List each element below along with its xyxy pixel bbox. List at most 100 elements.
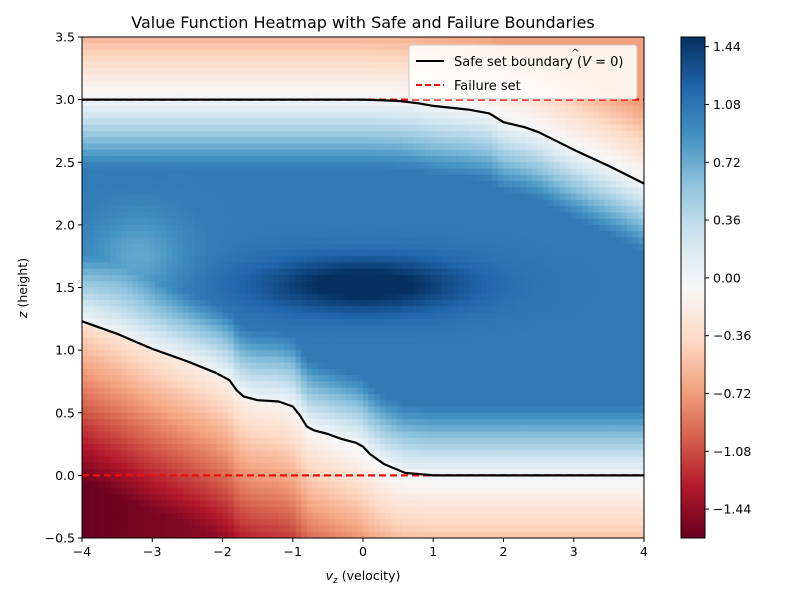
- heatmap-cell: [166, 300, 173, 307]
- heatmap-cell: [396, 312, 403, 320]
- heatmap-cell: [177, 387, 184, 395]
- heatmap-cell: [334, 337, 342, 345]
- heatmap-cell: [132, 387, 139, 395]
- heatmap-cell: [211, 293, 218, 301]
- heatmap-cell: [329, 362, 336, 370]
- heatmap-cell: [396, 293, 403, 301]
- heatmap-cell: [413, 237, 420, 245]
- heatmap-cell: [402, 130, 409, 138]
- heatmap-cell: [200, 456, 207, 464]
- heatmap-cell: [228, 62, 235, 69]
- heatmap-cell: [334, 400, 342, 408]
- heatmap-cell: [419, 274, 426, 282]
- heatmap-cell: [143, 256, 151, 264]
- heatmap-cell: [329, 87, 336, 94]
- heatmap-cell: [340, 300, 347, 307]
- heatmap-cell: [267, 55, 274, 63]
- heatmap-cell: [228, 456, 235, 464]
- heatmap-cell: [98, 74, 106, 82]
- heatmap-cell: [407, 293, 415, 301]
- heatmap-cell: [261, 494, 269, 502]
- heatmap-cell: [166, 356, 173, 364]
- heatmap-cell: [160, 193, 167, 201]
- heatmap-cell: [138, 337, 145, 345]
- heatmap-cell: [261, 137, 269, 145]
- heatmap-cell: [194, 293, 201, 301]
- heatmap-cell: [233, 375, 240, 383]
- heatmap-cell: [385, 162, 392, 170]
- heatmap-cell: [126, 368, 134, 376]
- heatmap-cell: [368, 512, 375, 520]
- heatmap-cell: [334, 331, 342, 339]
- heatmap-cell: [256, 118, 263, 126]
- heatmap-cell: [115, 218, 122, 226]
- heatmap-cell: [216, 43, 224, 51]
- heatmap-cell: [396, 55, 403, 63]
- heatmap-cell: [278, 231, 285, 238]
- heatmap-cell: [132, 412, 139, 420]
- heatmap-cell: [188, 456, 195, 464]
- heatmap-cell: [323, 49, 330, 57]
- heatmap-cell: [183, 124, 190, 132]
- heatmap-cell: [200, 68, 207, 76]
- heatmap-cell: [261, 400, 269, 408]
- heatmap-cell: [340, 450, 347, 458]
- heatmap-cell: [329, 118, 336, 126]
- heatmap-cell: [391, 49, 398, 57]
- heatmap-cell: [312, 281, 319, 289]
- heatmap-cell: [407, 231, 415, 238]
- heatmap-cell: [284, 494, 291, 502]
- heatmap-cell: [368, 506, 375, 514]
- heatmap-cell: [138, 437, 145, 445]
- heatmap-cell: [171, 243, 179, 251]
- heatmap-cell: [363, 300, 370, 307]
- heatmap-cell: [329, 224, 336, 232]
- heatmap-cell: [194, 118, 201, 126]
- heatmap-cell: [244, 431, 252, 439]
- heatmap-cell: [312, 93, 319, 101]
- heatmap-cell: [340, 93, 347, 101]
- heatmap-cell: [284, 343, 291, 351]
- heatmap-cell: [104, 55, 111, 63]
- heatmap-cell: [166, 368, 173, 376]
- heatmap-cell: [374, 287, 381, 295]
- heatmap-cell: [289, 531, 297, 538]
- heatmap-cell: [166, 149, 173, 157]
- heatmap-cell: [301, 531, 308, 538]
- heatmap-cell: [329, 500, 336, 508]
- heatmap-cell: [329, 444, 336, 451]
- heatmap-cell: [402, 381, 409, 389]
- heatmap-cell: [205, 300, 212, 307]
- heatmap-cell: [183, 243, 190, 251]
- heatmap-cell: [104, 519, 111, 527]
- heatmap-cell: [323, 68, 330, 76]
- heatmap-cell: [115, 212, 122, 220]
- heatmap-cell: [126, 356, 134, 364]
- heatmap-cell: [379, 444, 387, 451]
- heatmap-cell: [121, 362, 128, 370]
- heatmap-cell: [87, 262, 94, 270]
- heatmap-cell: [166, 444, 173, 451]
- heatmap-cell: [211, 162, 218, 170]
- heatmap-cell: [132, 287, 139, 295]
- heatmap-cell: [261, 105, 269, 113]
- heatmap-cell: [244, 68, 252, 76]
- heatmap-cell: [391, 406, 398, 414]
- heatmap-cell: [244, 155, 252, 163]
- heatmap-cell: [295, 412, 302, 420]
- heatmap-cell: [424, 437, 432, 445]
- heatmap-cell: [121, 293, 128, 301]
- heatmap-cell: [363, 55, 370, 63]
- heatmap-cell: [407, 224, 415, 232]
- heatmap-cell: [407, 437, 415, 445]
- heatmap-cell: [340, 519, 347, 527]
- heatmap-cell: [183, 519, 190, 527]
- heatmap-cell: [318, 425, 325, 433]
- heatmap-cell: [301, 350, 308, 357]
- heatmap-cell: [239, 62, 246, 69]
- heatmap-cell: [402, 124, 409, 132]
- heatmap-cell: [267, 162, 274, 170]
- heatmap-cell: [98, 381, 106, 389]
- heatmap-cell: [306, 519, 314, 527]
- heatmap-cell: [295, 62, 302, 69]
